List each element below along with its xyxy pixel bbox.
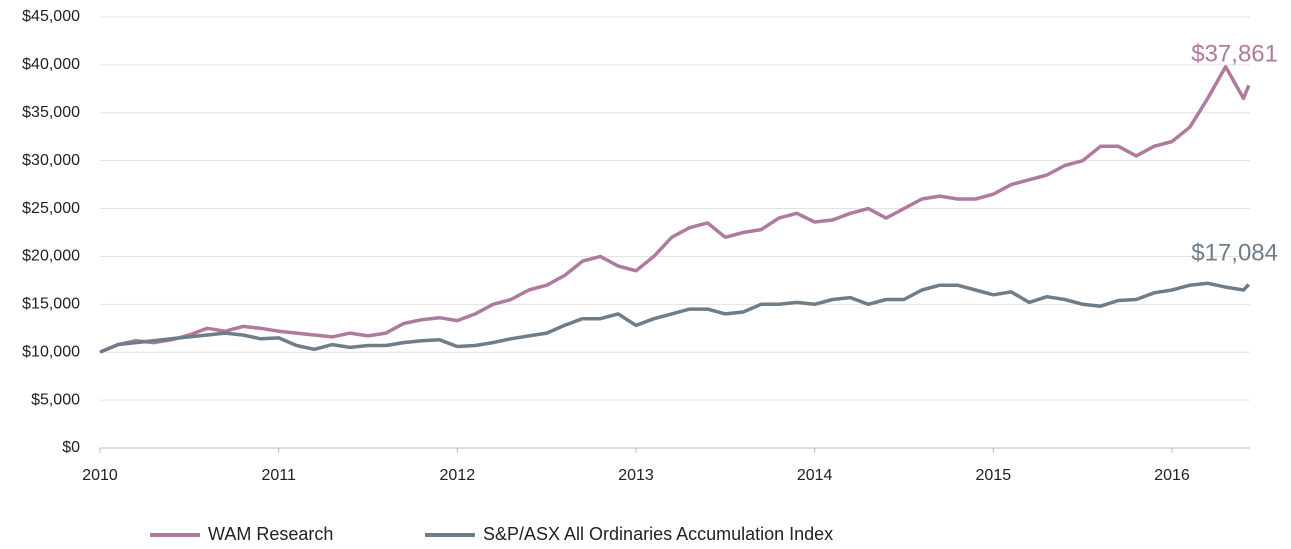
y-tick-label: $15,000 (22, 296, 80, 313)
y-tick-label: $25,000 (22, 200, 80, 217)
y-tick-label: $40,000 (22, 56, 80, 73)
y-tick-label: $30,000 (22, 152, 80, 169)
y-tick-label: $20,000 (22, 248, 80, 265)
y-tick-label: $45,000 (22, 8, 80, 25)
x-tick-label: 2015 (976, 467, 1012, 484)
x-tick-label: 2012 (440, 467, 476, 484)
x-tick-label: 2016 (1154, 467, 1190, 484)
end-value-label: $17,084 (1191, 240, 1278, 267)
x-tick-label: 2014 (797, 467, 833, 484)
series-line (99, 65, 1251, 354)
x-tick-label: 2013 (618, 467, 654, 484)
x-tick-label: 2011 (261, 467, 296, 484)
y-tick-label: $35,000 (22, 104, 80, 121)
y-tick-label: $10,000 (22, 343, 80, 360)
series-line (99, 281, 1251, 354)
y-tick-label: $5,000 (31, 391, 80, 408)
y-tick-label: $0 (62, 439, 80, 456)
x-tick-label: 2010 (82, 467, 118, 484)
end-value-label: $37,861 (1191, 41, 1278, 68)
legend-label: S&P/ASX All Ordinaries Accumulation Inde… (483, 524, 833, 544)
legend-label: WAM Research (208, 524, 333, 544)
